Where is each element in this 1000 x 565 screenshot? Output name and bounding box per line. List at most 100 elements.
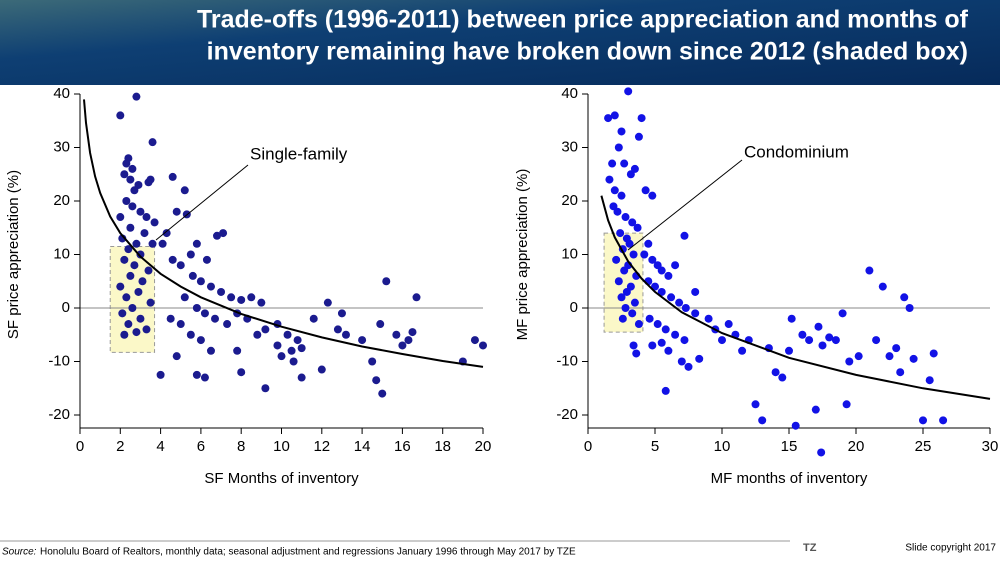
scatter-point xyxy=(372,376,381,385)
scatter-point xyxy=(691,309,700,318)
scatter-point xyxy=(617,127,626,136)
scatter-point xyxy=(885,352,894,361)
scatter-point xyxy=(608,159,617,168)
scatter-point xyxy=(661,386,670,395)
x-tick-label: 8 xyxy=(237,438,245,455)
scatter-point xyxy=(791,421,800,430)
scatter-point xyxy=(211,314,220,323)
scatter-point xyxy=(293,336,302,345)
scatter-point xyxy=(172,352,181,361)
scatter-point xyxy=(814,322,823,331)
scatter-point xyxy=(116,282,125,291)
scatter-point xyxy=(785,346,793,355)
y-tick-label: 20 xyxy=(561,192,578,209)
source-label: Source: xyxy=(2,547,37,558)
scatter-point xyxy=(661,325,670,334)
scatter-point xyxy=(621,304,630,312)
scatter-point xyxy=(771,368,780,377)
scatter-point xyxy=(657,266,666,275)
fit-curve xyxy=(83,99,484,368)
scatter-point xyxy=(126,271,135,280)
scatter-point xyxy=(309,314,318,323)
scatter-point xyxy=(116,213,125,222)
scatter-point xyxy=(128,164,137,173)
copyright: Slide copyright 2017 xyxy=(905,543,996,554)
scatter-point xyxy=(144,266,153,275)
scatter-point xyxy=(223,320,232,329)
y-axis-label: MF price appreciation (%) xyxy=(514,169,531,341)
scatter-point xyxy=(180,186,189,195)
scatter-point xyxy=(253,330,262,339)
scatter-point xyxy=(909,354,918,363)
scatter-point xyxy=(233,346,242,355)
x-tick-label: 25 xyxy=(915,438,932,455)
scatter-point xyxy=(317,365,326,374)
x-tick-label: 12 xyxy=(313,438,330,455)
scatter-point xyxy=(751,400,760,409)
y-tick-label: 10 xyxy=(561,245,578,262)
y-tick-label: 40 xyxy=(561,85,578,102)
scatter-point xyxy=(186,250,195,259)
scatter-point xyxy=(778,373,787,382)
scatter-point xyxy=(641,186,650,195)
scatter-point xyxy=(118,309,127,318)
logo: TZ xyxy=(803,542,817,554)
scatter-point xyxy=(132,328,141,337)
scatter-point xyxy=(192,370,201,379)
scatter-point xyxy=(337,309,346,318)
scatter-point xyxy=(213,231,222,240)
scatter-point xyxy=(671,330,680,339)
scatter-point xyxy=(905,304,914,312)
scatter-point xyxy=(172,207,181,216)
scatter-point xyxy=(628,218,637,227)
scatter-point xyxy=(878,282,887,291)
scatter-point xyxy=(617,293,626,302)
scatter-point xyxy=(817,448,826,457)
x-tick-label: 0 xyxy=(76,438,84,455)
scatter-point xyxy=(227,293,236,302)
scatter-point xyxy=(630,298,639,307)
x-tick-label: 20 xyxy=(475,438,492,455)
scatter-point xyxy=(667,293,676,302)
scatter-point xyxy=(929,349,938,358)
scatter-point xyxy=(632,349,641,358)
scatter-point xyxy=(900,293,909,302)
scatter-point xyxy=(758,416,767,425)
scatter-point xyxy=(287,346,296,355)
scatter-point xyxy=(605,175,614,184)
annotation: Single-family xyxy=(250,144,348,163)
scatter-point xyxy=(392,330,401,339)
header-banner xyxy=(0,0,1000,85)
scatter-point xyxy=(618,314,627,323)
scatter-point xyxy=(657,287,666,296)
scatter-point xyxy=(684,362,693,371)
annotation-leader xyxy=(627,159,743,251)
scatter-point xyxy=(845,357,854,366)
x-tick-label: 30 xyxy=(982,438,999,455)
scatter-point xyxy=(138,277,147,286)
scatter-point xyxy=(158,239,167,248)
scatter-point xyxy=(217,287,226,296)
scatter-point xyxy=(176,261,185,270)
y-tick-label: 30 xyxy=(53,138,70,155)
scatter-point xyxy=(919,416,927,425)
x-tick-label: 10 xyxy=(714,438,731,455)
scatter-point xyxy=(610,111,619,120)
x-tick-label: 4 xyxy=(156,438,164,455)
scatter-point xyxy=(404,336,413,345)
scatter-point xyxy=(831,336,840,345)
y-tick-label: -10 xyxy=(556,352,578,369)
scatter-point xyxy=(376,320,385,329)
scatter-point xyxy=(378,389,387,398)
scatter-point xyxy=(681,304,690,312)
x-tick-label: 16 xyxy=(394,438,411,455)
scatter-point xyxy=(140,229,149,238)
scatter-point xyxy=(323,298,332,307)
scatter-point xyxy=(132,92,141,101)
scatter-point xyxy=(358,336,367,345)
scatter-point xyxy=(192,239,201,248)
x-axis-label: SF Months of inventory xyxy=(204,470,359,487)
y-tick-label: 0 xyxy=(62,299,70,316)
scatter-point xyxy=(168,172,177,181)
scatter-point xyxy=(648,191,657,200)
